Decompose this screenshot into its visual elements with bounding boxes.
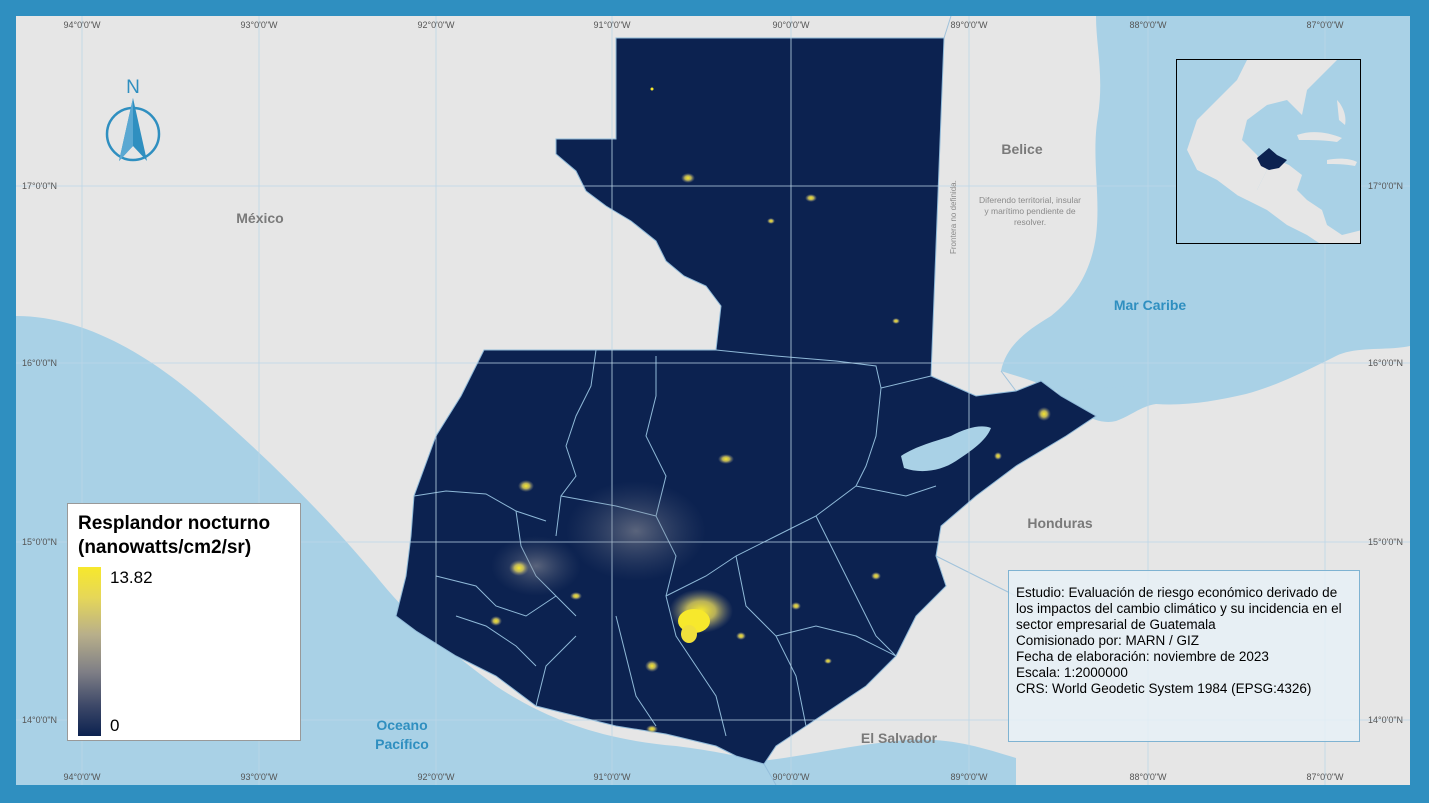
lon-tick-top: 91°0'0"W xyxy=(593,20,631,30)
info-fecha: Fecha de elaboración: noviembre de 2023 xyxy=(1016,649,1269,664)
info-box: Estudio: Evaluación de riesgo económico … xyxy=(1008,570,1360,742)
legend-title-line1: Resplandor nocturno xyxy=(78,513,271,534)
inset-svg xyxy=(1177,60,1360,243)
guatemala-polygon xyxy=(395,37,1097,765)
legend-max-value: 13.82 xyxy=(110,568,153,587)
lat-tick-right: 16°0'0"N xyxy=(1368,358,1403,368)
lon-tick-bottom: 93°0'0"W xyxy=(240,772,278,782)
lon-tick-top: 88°0'0"W xyxy=(1129,20,1167,30)
label-frontera: Frontera no definida. xyxy=(949,180,958,254)
lat-tick-right: 17°0'0"N xyxy=(1368,181,1403,191)
lat-tick-right: 15°0'0"N xyxy=(1368,537,1403,547)
label-honduras: Honduras xyxy=(1027,515,1093,531)
lon-tick-top: 87°0'0"W xyxy=(1306,20,1344,30)
lat-tick-right: 14°0'0"N xyxy=(1368,715,1403,725)
department-borders xyxy=(413,349,937,737)
info-comisionado: Comisionado por: MARN / GIZ xyxy=(1016,633,1200,648)
label-belice: Belice xyxy=(1001,141,1042,157)
label-mar-caribe: Mar Caribe xyxy=(1114,297,1187,313)
lon-tick-top: 89°0'0"W xyxy=(950,20,988,30)
legend-title-line2: (nanowatts/cm2/sr) xyxy=(78,537,252,558)
info-escala: Escala: 1:2000000 xyxy=(1016,665,1128,680)
legend-title: Resplandor nocturno (nanowatts/cm2/sr) xyxy=(78,512,298,560)
lon-tick-bottom: 88°0'0"W xyxy=(1129,772,1167,782)
lat-tick-left: 16°0'0"N xyxy=(22,358,57,368)
lon-tick-bottom: 94°0'0"W xyxy=(63,772,101,782)
lon-tick-bottom: 92°0'0"W xyxy=(417,772,455,782)
label-diferendo: resolver. xyxy=(1014,217,1046,227)
inset-map[interactable] xyxy=(1176,59,1361,244)
label-oceano: Oceano xyxy=(376,717,427,733)
pacific-ocean-east xyxy=(761,739,1016,785)
north-arrow-icon: N xyxy=(105,77,161,162)
lon-tick-bottom: 90°0'0"W xyxy=(772,772,810,782)
lat-tick-left: 17°0'0"N xyxy=(22,181,57,191)
lon-tick-top: 94°0'0"W xyxy=(63,20,101,30)
label-el-salvador: El Salvador xyxy=(861,730,938,746)
info-estudio: Estudio: Evaluación de riesgo económico … xyxy=(1016,585,1342,632)
label-diferendo: y marítimo pendiente de xyxy=(984,206,1075,216)
lon-tick-bottom: 89°0'0"W xyxy=(950,772,988,782)
lat-tick-left: 15°0'0"N xyxy=(22,537,57,547)
legend-color-ramp xyxy=(78,567,101,736)
lon-tick-bottom: 91°0'0"W xyxy=(593,772,631,782)
night-lights xyxy=(490,87,1051,733)
label-mexico: México xyxy=(236,210,283,226)
map-legend: Resplandor nocturno (nanowatts/cm2/sr) 1… xyxy=(67,503,301,741)
label-diferendo: Diferendo territorial, insular xyxy=(979,195,1081,205)
label-pacifico: Pacífico xyxy=(375,736,429,752)
legend-min-value: 0 xyxy=(110,716,120,735)
north-letter: N xyxy=(126,77,140,98)
lon-tick-top: 90°0'0"W xyxy=(772,20,810,30)
lat-tick-left: 14°0'0"N xyxy=(22,715,57,725)
country-borders xyxy=(763,16,1017,785)
lon-tick-top: 93°0'0"W xyxy=(240,20,278,30)
lake-izabal xyxy=(901,426,991,472)
lon-tick-bottom: 87°0'0"W xyxy=(1306,772,1344,782)
gulf-honduras-tail xyxy=(1056,386,1156,422)
info-crs: CRS: World Geodetic System 1984 (EPSG:43… xyxy=(1016,681,1312,696)
lon-tick-top: 92°0'0"W xyxy=(417,20,455,30)
